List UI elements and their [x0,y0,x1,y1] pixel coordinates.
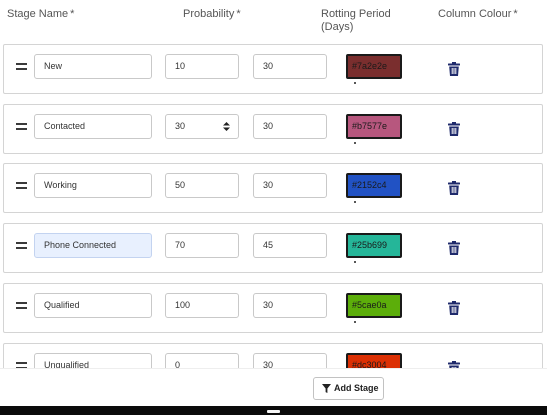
filter-icon [322,384,331,393]
number-spinner-icon[interactable] [223,115,230,138]
stage-name-input[interactable]: Contacted [34,114,152,139]
probability-input[interactable]: 100 [165,293,239,318]
trash-icon[interactable] [448,301,460,315]
trash-icon[interactable] [448,62,460,76]
stage-name-header: Stage Name * [7,8,75,20]
colour-marker [354,82,356,84]
colour-picker[interactable]: #25b699 [346,233,402,258]
colour-picker[interactable]: #5cae0a [346,293,402,318]
colour-marker [354,321,356,323]
add-stage-button[interactable]: Add Stage [313,377,384,400]
probability-value: 30 [175,121,186,131]
stages-table-header: Stage Name * Probability * Rotting Period(… [0,0,547,40]
colour-picker[interactable]: #2152c4 [346,173,402,198]
rotting-period-input[interactable]: 30 [253,54,327,79]
drag-handle-icon[interactable] [16,63,27,72]
trash-icon[interactable] [448,241,460,255]
colour-picker[interactable]: #b7577e [346,114,402,139]
drag-handle-icon[interactable] [16,123,27,132]
required-marker: * [513,8,518,20]
probability-value: 10 [175,61,186,71]
stage-name-input[interactable]: Phone Connected [34,233,152,258]
probability-input[interactable]: 70 [165,233,239,258]
probability-input[interactable]: 30 [165,114,239,139]
footer-bar: Add Stage [0,368,547,407]
probability-header: Probability * [183,8,241,20]
colour-picker[interactable]: #7a2e2e [346,54,402,79]
probability-input[interactable]: 10 [165,54,239,79]
colour-marker [354,261,356,263]
probability-value: 50 [175,180,186,190]
column-colour-header: Column Colour * [438,8,518,20]
rotting-period-input[interactable]: 45 [253,233,327,258]
stage-row: Contacted 30 30 #b7577e [3,104,543,154]
stage-row: Phone Connected 70 45 #25b699 [3,223,543,273]
trash-icon[interactable] [448,181,460,195]
probability-value: 0 [175,360,181,370]
required-marker: * [236,8,241,20]
trash-icon[interactable] [448,122,460,136]
stage-name-input[interactable]: New [34,54,152,79]
rotting-period-input[interactable]: 30 [253,293,327,318]
colour-marker [354,142,356,144]
stage-name-input[interactable]: Qualified [34,293,152,318]
probability-input[interactable]: 50 [165,173,239,198]
drag-handle-icon[interactable] [16,182,27,191]
drag-handle-icon[interactable] [16,242,27,251]
rotting-period-header: Rotting Period (Days) [321,8,391,33]
required-marker: * [70,8,75,20]
probability-value: 100 [175,300,191,310]
stage-name-input[interactable]: Working [34,173,152,198]
probability-value: 70 [175,240,186,250]
add-stage-label: Add Stage [334,383,379,393]
stage-row: New 10 30 #7a2e2e [3,44,543,94]
rotting-period-input[interactable]: 30 [253,173,327,198]
colour-marker [354,201,356,203]
drag-handle-icon[interactable] [16,302,27,311]
stage-row: Working 50 30 #2152c4 [3,163,543,213]
stage-row: Qualified 100 30 #5cae0a [3,283,543,333]
rotting-period-input[interactable]: 30 [253,114,327,139]
home-indicator[interactable] [267,410,280,413]
